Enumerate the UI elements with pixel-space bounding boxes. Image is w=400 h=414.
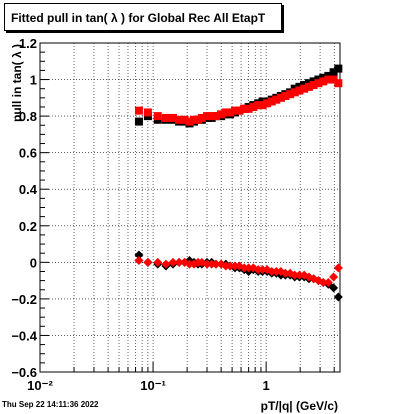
tick-labels: −0.6 −0.4 −0.2 0 0.2 0.4 0.6 0.8 1 1.2 10⁻² 10⁻¹ 1	[11, 36, 269, 393]
data-point	[249, 102, 258, 111]
data-point	[134, 117, 143, 126]
data-point	[323, 277, 333, 287]
y-tick-label: 0.8	[19, 109, 37, 124]
data-point	[314, 79, 323, 88]
data-point	[180, 115, 189, 124]
data-point	[225, 261, 235, 271]
data-point	[197, 113, 206, 122]
data-point	[175, 115, 184, 124]
data-point	[263, 99, 272, 108]
data-point	[333, 263, 343, 273]
data-point	[276, 93, 285, 102]
data-point	[189, 115, 198, 124]
data-point	[153, 257, 163, 267]
y-tick-label: 1	[30, 73, 37, 88]
data-point	[334, 64, 343, 73]
data-point	[333, 292, 343, 302]
data-point	[202, 259, 212, 269]
data-point	[324, 75, 333, 84]
y-tick-label: −0.6	[11, 365, 37, 380]
data-point	[286, 90, 295, 99]
data-point	[254, 101, 263, 110]
data-point	[240, 104, 249, 113]
data-point	[143, 257, 153, 267]
data-point	[290, 270, 300, 280]
data-point	[134, 256, 144, 266]
data-point	[300, 84, 309, 93]
data-point	[318, 277, 328, 287]
data-point	[235, 106, 244, 115]
y-tick-label: 0	[30, 255, 37, 270]
chart-title: Fitted pull in tan( λ ) for Global Rec A…	[4, 3, 282, 31]
data-point	[230, 106, 239, 115]
data-point	[207, 112, 216, 121]
data-point	[329, 68, 338, 77]
x-tick-label: 10⁻¹	[140, 378, 166, 393]
data-point	[267, 97, 276, 106]
data-point	[267, 266, 277, 276]
data-point	[334, 79, 343, 88]
data-point	[134, 106, 143, 115]
data-point	[295, 86, 304, 95]
data-point	[280, 268, 290, 278]
y-tick-label: 0.4	[19, 182, 38, 197]
data-point	[319, 77, 328, 86]
data-point	[272, 95, 281, 104]
x-axis-label: pT/|q| (GeV/c)	[261, 399, 338, 413]
data-point	[304, 82, 313, 91]
data-point	[244, 263, 254, 273]
data-point	[168, 257, 178, 267]
data-point	[258, 265, 268, 275]
y-tick-label: 0.6	[19, 146, 37, 161]
data-point	[226, 108, 235, 117]
data-point	[217, 110, 226, 119]
data-point	[329, 272, 339, 282]
data-point	[329, 75, 338, 84]
data-point	[174, 257, 184, 267]
timestamp: Thu Sep 22 14:11:36 2022	[2, 400, 99, 409]
data-point	[161, 259, 171, 269]
y-tick-label: 1.2	[19, 36, 37, 51]
data-point	[211, 259, 221, 269]
data-point	[153, 112, 162, 121]
data-point	[258, 101, 267, 110]
data-point	[203, 112, 212, 121]
data-point	[168, 113, 177, 122]
y-tick-label: 0.2	[19, 219, 37, 234]
data-point	[290, 88, 299, 97]
y-tick-label: −0.2	[11, 292, 37, 307]
axis-ticks	[39, 42, 335, 373]
data-point	[134, 250, 144, 260]
data-point	[211, 112, 220, 121]
data-point	[329, 283, 339, 293]
x-tick-label: 1	[263, 378, 270, 393]
y-axis-label: pull in tan( λ )	[10, 44, 24, 122]
y-tick-label: −0.4	[11, 328, 37, 343]
data-point	[294, 270, 304, 280]
data-point	[244, 104, 253, 113]
data-point	[281, 92, 290, 101]
x-tick-label: 10⁻²	[27, 378, 53, 393]
data-point	[271, 266, 281, 276]
data-points	[134, 64, 343, 302]
data-point	[221, 108, 230, 117]
data-point	[161, 113, 170, 122]
data-point	[185, 117, 194, 126]
data-point	[309, 81, 318, 90]
data-point	[143, 108, 152, 117]
